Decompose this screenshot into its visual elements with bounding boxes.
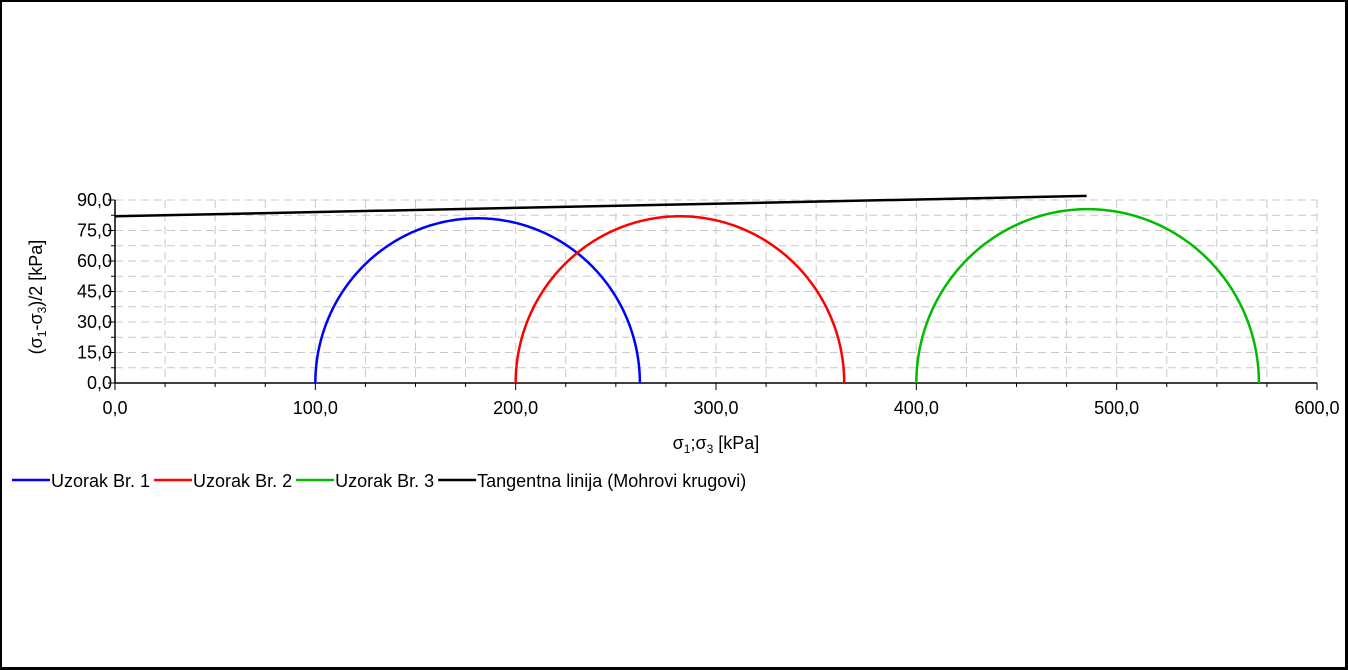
y-tick-label: 45,0 [77, 282, 112, 302]
x-tick-label: 400,0 [894, 398, 939, 418]
x-axis-label: σ1;σ3 [kPa] [673, 433, 760, 456]
x-tick-label: 300,0 [693, 398, 738, 418]
y-tick-label: 0,0 [87, 373, 112, 393]
legend-label-3: Uzorak Br. 3 [335, 471, 434, 491]
x-tick-label: 200,0 [493, 398, 538, 418]
axes: 0,0 100,0 200,0 300,0 400,0 500,0 600,0 0,0 15,0… [77, 190, 1340, 418]
y-axis-label: (σ1-σ3)/2 [kPa] [26, 240, 49, 355]
series-layer [114, 194, 1261, 384]
tangent-line [114, 194, 1087, 218]
y-tick-label: 15,0 [77, 343, 112, 363]
x-tick-label: 600,0 [1294, 398, 1339, 418]
x-tick-label: 500,0 [1094, 398, 1139, 418]
y-tick-label: 90,0 [77, 190, 112, 210]
mohr-circle-3 [915, 207, 1261, 384]
y-tick-label: 30,0 [77, 312, 112, 332]
y-tick-label: 60,0 [77, 251, 112, 271]
legend-label-2: Uzorak Br. 2 [193, 471, 292, 491]
legend: Uzorak Br. 1 Uzorak Br. 2 Uzorak Br. 3 Tang… [12, 471, 746, 491]
mohr-circle-2 [514, 215, 846, 384]
x-tick-label: 100,0 [293, 398, 338, 418]
y-tick-label: 75,0 [77, 221, 112, 241]
legend-label-1: Uzorak Br. 1 [51, 471, 150, 491]
grid [114, 199, 1318, 384]
legend-label-4: Tangentna linija (Mohrovi krugovi) [477, 471, 746, 491]
x-tick-label: 0,0 [102, 398, 127, 418]
mohr-circle-1 [314, 217, 642, 384]
